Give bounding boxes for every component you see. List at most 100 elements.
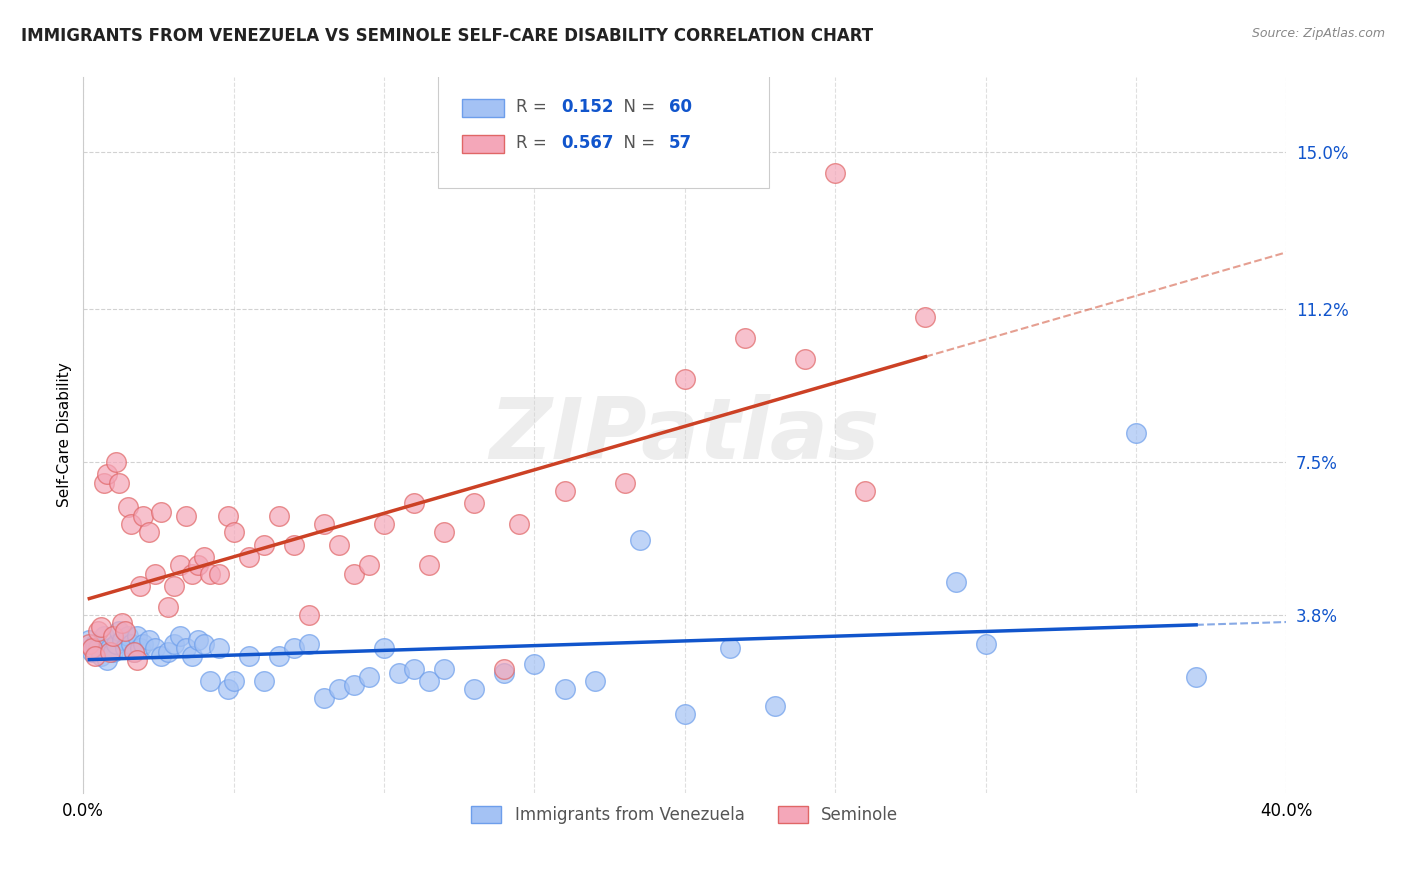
Point <box>298 637 321 651</box>
Point <box>494 665 516 680</box>
Point <box>253 673 276 688</box>
Point <box>328 538 350 552</box>
Point <box>373 516 395 531</box>
Point <box>198 673 221 688</box>
Point <box>90 620 112 634</box>
Text: Source: ZipAtlas.com: Source: ZipAtlas.com <box>1251 27 1385 40</box>
Point <box>82 645 104 659</box>
Point <box>82 640 104 655</box>
Point <box>945 574 967 589</box>
Point <box>734 331 756 345</box>
Point <box>373 640 395 655</box>
Point <box>90 649 112 664</box>
Point <box>174 640 197 655</box>
Point <box>105 455 128 469</box>
Point <box>98 640 121 655</box>
Point <box>84 637 107 651</box>
Point <box>853 483 876 498</box>
Point <box>267 508 290 523</box>
Point <box>198 566 221 581</box>
Point <box>114 624 136 639</box>
Point <box>127 653 149 667</box>
Point <box>180 566 202 581</box>
Text: R =: R = <box>516 134 553 153</box>
Point <box>343 566 366 581</box>
Point <box>180 649 202 664</box>
Point <box>127 629 149 643</box>
Point <box>98 645 121 659</box>
Point <box>84 649 107 664</box>
Point <box>156 599 179 614</box>
Point <box>673 707 696 722</box>
Point <box>174 508 197 523</box>
Point <box>1125 425 1147 440</box>
Point <box>208 566 231 581</box>
Point <box>117 500 139 515</box>
Point <box>794 351 817 366</box>
Point <box>129 579 152 593</box>
Point <box>217 508 239 523</box>
Point <box>138 525 160 540</box>
Point <box>404 496 426 510</box>
Point <box>357 558 380 573</box>
Point <box>87 640 110 655</box>
Point <box>974 637 997 651</box>
Point <box>96 653 118 667</box>
Point <box>238 649 260 664</box>
Point <box>418 673 440 688</box>
Point <box>217 682 239 697</box>
Point <box>117 629 139 643</box>
Point <box>156 645 179 659</box>
FancyBboxPatch shape <box>463 99 505 117</box>
Text: N =: N = <box>613 98 659 117</box>
Point <box>96 467 118 482</box>
FancyBboxPatch shape <box>463 135 505 153</box>
Point <box>103 645 125 659</box>
Point <box>132 508 155 523</box>
Point <box>628 533 651 548</box>
Text: 0.152: 0.152 <box>561 98 613 117</box>
Point <box>554 483 576 498</box>
Point <box>824 165 846 179</box>
Point <box>463 682 485 697</box>
Point <box>508 516 530 531</box>
Point <box>433 525 456 540</box>
Point <box>193 637 215 651</box>
Text: IMMIGRANTS FROM VENEZUELA VS SEMINOLE SELF-CARE DISABILITY CORRELATION CHART: IMMIGRANTS FROM VENEZUELA VS SEMINOLE SE… <box>21 27 873 45</box>
Y-axis label: Self-Care Disability: Self-Care Disability <box>58 363 72 508</box>
Point <box>162 637 184 651</box>
Point <box>613 475 636 490</box>
Point <box>87 624 110 639</box>
Point <box>150 504 173 518</box>
Point <box>93 475 115 490</box>
FancyBboxPatch shape <box>439 74 769 188</box>
Point <box>150 649 173 664</box>
Point <box>138 632 160 647</box>
Point <box>79 637 101 651</box>
Text: R =: R = <box>516 98 553 117</box>
Point <box>111 632 134 647</box>
Point <box>145 566 167 581</box>
Point <box>162 579 184 593</box>
Point <box>283 640 305 655</box>
Point <box>418 558 440 573</box>
Point <box>238 549 260 564</box>
Point <box>120 516 142 531</box>
Text: 0.567: 0.567 <box>561 134 613 153</box>
Point <box>1185 670 1208 684</box>
Point <box>108 624 131 639</box>
Point <box>267 649 290 664</box>
Point <box>312 516 335 531</box>
Point <box>187 558 209 573</box>
Point <box>124 645 146 659</box>
Point <box>763 698 786 713</box>
Point <box>283 538 305 552</box>
Point <box>103 629 125 643</box>
Point <box>222 673 245 688</box>
Text: ZIPatlas: ZIPatlas <box>489 393 880 476</box>
Point <box>312 690 335 705</box>
Point <box>388 665 411 680</box>
Point <box>523 657 546 672</box>
Point <box>673 372 696 386</box>
Point <box>187 632 209 647</box>
